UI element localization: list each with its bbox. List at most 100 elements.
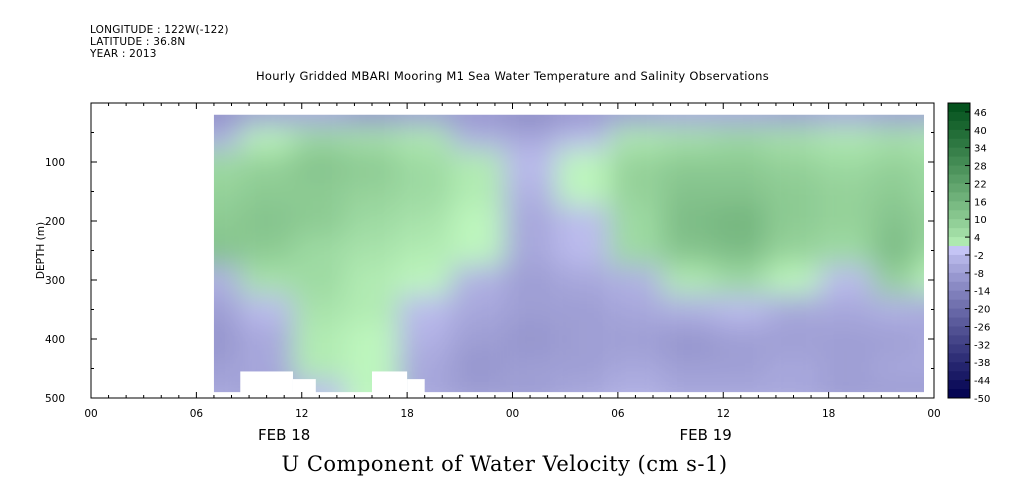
colorbar-label: 40 [974,126,987,137]
velocity-cell [240,206,293,236]
velocity-cell [240,235,293,266]
x-tick-label: 12 [717,408,730,420]
data-gap [372,371,408,398]
velocity-cell [916,126,924,151]
velocity-cell [451,176,504,207]
velocity-cell [819,150,873,177]
velocity-cell [609,380,662,393]
x-tick-label: 18 [400,408,413,420]
velocity-cell [819,176,873,207]
velocity-cell [819,126,873,151]
velocity-cell [872,235,917,266]
velocity-cell [714,126,768,151]
velocity-cell [213,126,241,151]
data-gaps [240,371,425,398]
velocity-cell [714,324,768,354]
velocity-cell [872,206,917,236]
velocity-cell [609,114,662,127]
colorbar-segment [948,389,970,399]
velocity-cell [556,324,610,354]
velocity-cell [609,294,662,325]
velocity-cell [916,150,924,177]
colorbar-segment [948,138,970,149]
velocity-cell [714,294,768,325]
colorbar-segment [948,228,970,238]
velocity-cell [767,150,820,177]
velocity-cell [451,324,504,354]
velocity-cell [872,114,917,127]
velocity-cell [292,235,346,266]
colorbar-segment [948,165,970,176]
velocity-cell [503,114,557,127]
velocity-cell [714,176,768,207]
velocity-cell [556,380,610,393]
velocity-cell [240,294,293,325]
velocity-cell [661,324,715,354]
velocity-cell [240,114,293,127]
velocity-cell [661,150,715,177]
velocity-cell [292,353,346,381]
colorbar-segment [948,326,970,336]
velocity-cell [767,206,820,236]
velocity-cell [916,235,924,266]
y-tick-label: 300 [45,275,65,287]
velocity-cell [767,114,820,127]
colorbar-segment [948,290,970,301]
colorbar-label: -50 [974,394,990,405]
velocity-cell [609,176,662,207]
velocity-field [213,114,924,393]
velocity-cell [609,353,662,381]
y-axis-label: DEPTH (m) [35,222,47,279]
colorbar-label: 34 [974,144,987,155]
velocity-cell [661,265,715,295]
velocity-cell [503,176,557,207]
x-tick-label: 00 [84,408,97,420]
velocity-cell [503,353,557,381]
colorbar-segment [948,299,970,310]
velocity-cell [398,324,452,354]
velocity-cell [292,176,346,207]
velocity-cell [916,206,924,236]
velocity-cell [451,114,504,127]
x-tick-label: 00 [927,408,940,420]
velocity-cell [398,206,452,236]
colorbar-segment [948,246,970,256]
velocity-cell [451,150,504,177]
velocity-cell [714,353,768,381]
velocity-cell [292,150,346,177]
velocity-cell [292,294,346,325]
velocity-cell [398,176,452,207]
velocity-cell [556,114,610,127]
velocity-cell [872,353,917,381]
velocity-cell [661,176,715,207]
velocity-cell [451,380,504,393]
velocity-cell [213,150,241,177]
velocity-cell [556,206,610,236]
velocity-cell [292,265,346,295]
velocity-cell [819,206,873,236]
velocity-cell [872,380,917,393]
velocity-cell [292,114,346,127]
colorbar-segment [948,156,970,167]
colorbar-label: -38 [974,358,990,369]
colorbar-segment [948,210,970,220]
velocity-cell [609,235,662,266]
velocity-cell [240,265,293,295]
velocity-cell [819,353,873,381]
date-label: FEB 18 [258,426,310,444]
velocity-cell [240,150,293,177]
velocity-cell [398,294,452,325]
latitude-label: LATITUDE : 36.8N [90,36,186,48]
plot-title: Hourly Gridded MBARI Mooring M1 Sea Wate… [255,69,770,83]
velocity-cell [556,294,610,325]
velocity-cell [503,265,557,295]
colorbar-label: -2 [974,251,984,262]
y-tick-label: 200 [45,216,65,228]
velocity-cell [661,294,715,325]
velocity-cell [398,265,452,295]
velocity-cell [767,380,820,393]
colorbar-segment [948,380,970,390]
velocity-cell [661,235,715,266]
colorbar-label: -26 [974,322,990,333]
colorbar-label: -32 [974,340,990,351]
